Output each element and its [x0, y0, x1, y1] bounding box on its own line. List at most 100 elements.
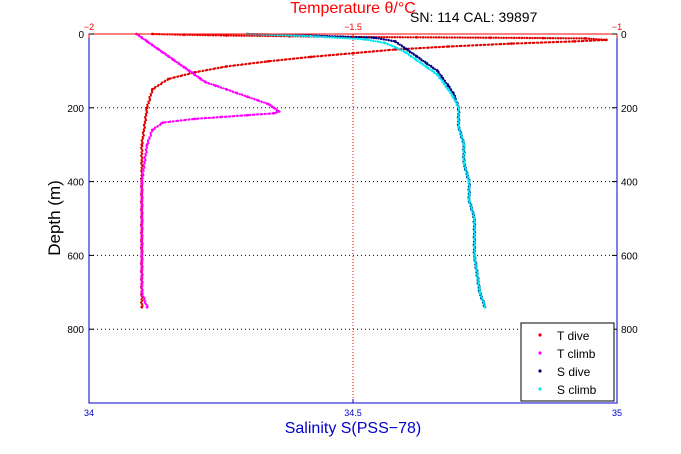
- x-bottom-tick-label: 35: [612, 408, 622, 418]
- y-tick-label-right: 400: [621, 178, 638, 189]
- trail-point: [147, 41, 150, 45]
- trail-point: [360, 51, 363, 54]
- trail-point: [424, 36, 427, 39]
- trail-point: [520, 42, 523, 45]
- trail-point: [141, 243, 144, 246]
- trail-point: [528, 41, 531, 45]
- data-point: [140, 305, 144, 309]
- trail-point: [235, 114, 238, 117]
- trail-point: [162, 52, 166, 55]
- trail-point: [156, 125, 159, 128]
- trail-point: [351, 37, 354, 40]
- trail-point: [215, 116, 218, 119]
- trail-point: [141, 37, 144, 40]
- trail-point: [428, 64, 431, 67]
- trail-point: [463, 145, 466, 148]
- trail-point: [359, 37, 362, 41]
- trail-point: [404, 36, 407, 39]
- trail-point: [287, 34, 290, 37]
- trail-point: [497, 36, 500, 39]
- trail-point: [426, 63, 429, 66]
- trail-point: [588, 37, 591, 40]
- trail-point: [232, 64, 235, 67]
- y-tick-label-left: 0: [78, 30, 84, 41]
- trail-point: [375, 50, 378, 53]
- trail-point: [502, 42, 505, 46]
- trail-point: [385, 38, 388, 41]
- trail-point: [209, 34, 212, 37]
- trail-point: [141, 149, 144, 152]
- trail-point: [142, 169, 145, 172]
- trail-point: [310, 35, 313, 38]
- y-tick-label-right: 800: [621, 325, 638, 336]
- trail-point: [409, 55, 413, 58]
- trail-point: [282, 34, 285, 37]
- trail-point: [220, 86, 223, 89]
- y-axis-label: Depth (m): [45, 180, 64, 256]
- trail-point: [458, 44, 461, 48]
- trail-point: [479, 44, 482, 47]
- trail-point: [193, 74, 197, 77]
- trail-point: [219, 66, 222, 69]
- trail-point: [239, 114, 242, 117]
- trail-point: [141, 177, 144, 180]
- trail-point: [432, 67, 435, 70]
- trail-point: [228, 115, 231, 118]
- trail-point: [515, 42, 519, 45]
- trail-point: [391, 48, 394, 51]
- trail-point: [326, 36, 329, 39]
- trail-point: [343, 37, 346, 40]
- data-point: [372, 36, 376, 40]
- trail-point: [472, 214, 475, 217]
- trail-point: [448, 36, 451, 39]
- trail-point: [482, 43, 485, 47]
- trail-point: [565, 37, 568, 40]
- trail-point: [543, 41, 547, 44]
- trail-point: [421, 63, 424, 66]
- trail-point: [422, 60, 425, 63]
- trail-point: [195, 75, 198, 78]
- trail-point: [474, 255, 477, 258]
- trail-point: [306, 35, 309, 38]
- trail-point: [142, 134, 145, 137]
- trail-point: [372, 39, 375, 43]
- bottom-axis-label: Salinity S(PSS−78): [285, 420, 422, 437]
- trail-point: [159, 83, 163, 86]
- y-tick-label-left: 600: [67, 251, 84, 262]
- trail-point: [259, 61, 263, 64]
- trail-point: [169, 56, 172, 59]
- trail-point: [143, 129, 146, 132]
- x-top-tick-label: −1.5: [344, 22, 362, 32]
- trail-point: [515, 36, 518, 40]
- trail-point: [453, 98, 456, 101]
- trail-point: [153, 46, 156, 49]
- trail-point: [319, 55, 322, 58]
- trail-point: [360, 36, 363, 39]
- trail-point: [507, 36, 510, 39]
- legend-marker: [538, 333, 542, 337]
- trail-point: [434, 68, 437, 71]
- legend-box: [520, 322, 615, 402]
- x-bottom-tick-label: 34: [84, 408, 94, 418]
- data-point: [246, 95, 249, 99]
- trail-point: [248, 114, 251, 117]
- trail-point: [438, 46, 441, 49]
- trail-point: [567, 37, 571, 40]
- trail-point: [256, 113, 259, 116]
- trail-point: [397, 42, 400, 45]
- trail-point: [469, 36, 472, 39]
- series-t-climb: [135, 32, 281, 309]
- trail-point: [593, 39, 596, 42]
- trail-point: [259, 113, 262, 116]
- trail-point: [538, 36, 542, 40]
- trail-point: [482, 36, 485, 39]
- trail-point: [176, 75, 179, 78]
- trail-point: [215, 34, 218, 37]
- data-points: [135, 32, 608, 309]
- trail-point: [554, 37, 557, 40]
- trail-point: [466, 44, 469, 47]
- trail-point: [502, 36, 505, 39]
- trail-point: [521, 36, 524, 40]
- trail-point: [443, 83, 446, 86]
- trail-point: [533, 36, 537, 40]
